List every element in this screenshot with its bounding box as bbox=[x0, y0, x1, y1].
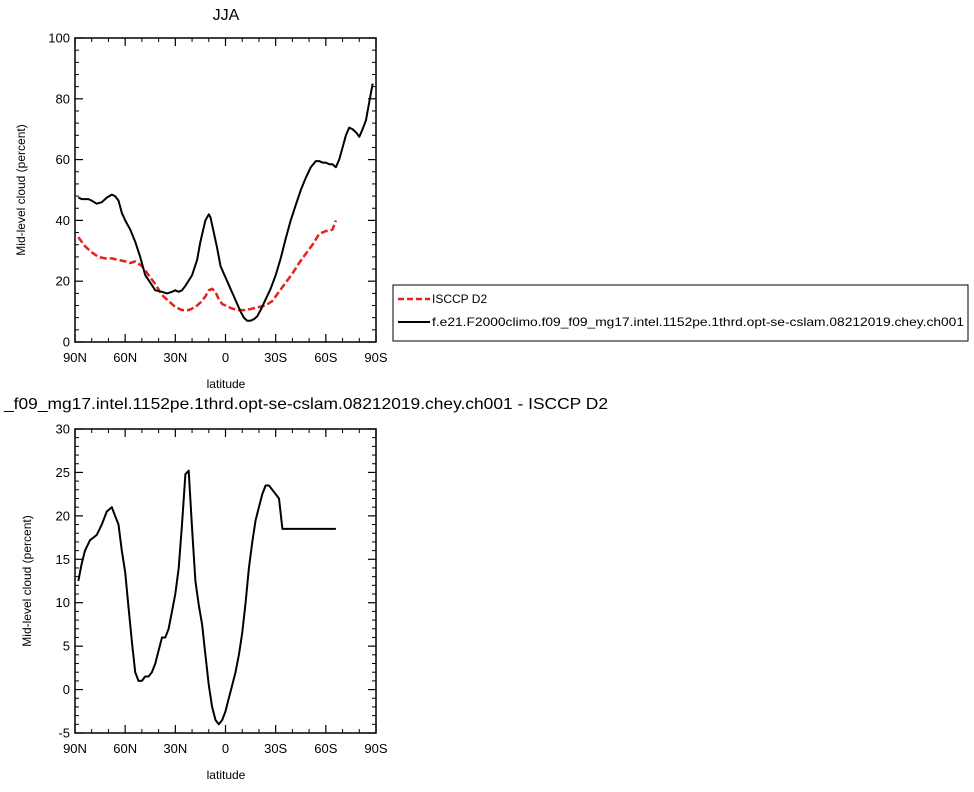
top-x-tick-labels: 90N 60N 30N 0 30S 60S 90S bbox=[63, 350, 388, 365]
bottom-y-tick-label: 25 bbox=[56, 465, 70, 480]
top-y-tick-label: 0 bbox=[63, 335, 70, 350]
bottom-y-tick-label: -5 bbox=[58, 726, 70, 741]
top-y-tick-label: 80 bbox=[56, 91, 70, 106]
bottom-x-tick-label: 60N bbox=[113, 741, 137, 756]
top-y-tick-label: 40 bbox=[56, 213, 70, 228]
top-plot-title: JJA bbox=[213, 7, 240, 24]
bottom-panel: _f09_mg17.intel.1152pe.1thrd.opt-se-csla… bbox=[3, 396, 608, 782]
bottom-y-axis-title: Mid-level cloud (percent) bbox=[20, 515, 34, 646]
top-x-tick-label: 90S bbox=[364, 350, 387, 365]
legend-label-model: f.e21.F2000climo.f09_f09_mg17.intel.1152… bbox=[432, 315, 964, 329]
bottom-x-tick-label: 30N bbox=[163, 741, 187, 756]
bottom-x-tick-label: 60S bbox=[314, 741, 337, 756]
top-x-tick-label: 60N bbox=[113, 350, 137, 365]
top-x-tick-label: 30N bbox=[163, 350, 187, 365]
top-axis-ticks bbox=[74, 37, 377, 343]
legend: ISCCP D2 f.e21.F2000climo.f09_f09_mg17.i… bbox=[392, 284, 969, 342]
top-y-tick-labels: 0 20 40 60 80 100 bbox=[48, 31, 70, 350]
bottom-y-tick-label: 15 bbox=[56, 552, 70, 567]
top-x-tick-label: 0 bbox=[222, 350, 229, 365]
bottom-x-axis-title: latitude bbox=[207, 768, 246, 782]
bottom-x-tick-labels: 90N 60N 30N 0 30S 60S 90S bbox=[63, 741, 388, 756]
bottom-plot-title: _f09_mg17.intel.1152pe.1thrd.opt-se-csla… bbox=[3, 396, 608, 413]
top-x-tick-label: 60S bbox=[314, 350, 337, 365]
bottom-y-tick-label: 5 bbox=[63, 639, 70, 654]
top-y-tick-label: 60 bbox=[56, 152, 70, 167]
top-series-line-1 bbox=[77, 83, 374, 322]
bottom-x-tick-label: 0 bbox=[222, 741, 229, 756]
top-x-tick-label: 30S bbox=[264, 350, 287, 365]
bottom-y-tick-label: 0 bbox=[63, 682, 70, 697]
bottom-y-tick-label: 20 bbox=[56, 508, 70, 523]
bottom-y-tick-labels: -5 0 5 10 15 20 25 30 bbox=[56, 422, 70, 741]
bottom-x-tick-label: 30S bbox=[264, 741, 287, 756]
top-plot-frame bbox=[74, 37, 377, 343]
legend-label-isccp: ISCCP D2 bbox=[432, 292, 487, 306]
bottom-x-tick-label: 90N bbox=[63, 741, 87, 756]
top-series-lines bbox=[77, 83, 374, 322]
bottom-axis-ticks bbox=[74, 428, 377, 734]
legend-box bbox=[392, 284, 969, 342]
bottom-series-line-0 bbox=[77, 469, 336, 726]
top-x-tick-label: 90N bbox=[63, 350, 87, 365]
top-series-line-0 bbox=[77, 219, 338, 312]
top-y-axis-title: Mid-level cloud (percent) bbox=[14, 124, 28, 255]
top-x-axis-title: latitude bbox=[207, 377, 246, 391]
bottom-y-tick-label: 30 bbox=[56, 422, 70, 437]
top-y-tick-label: 100 bbox=[48, 31, 70, 46]
bottom-y-tick-label: 10 bbox=[56, 595, 70, 610]
bottom-plot-frame bbox=[74, 428, 377, 734]
bottom-series-lines bbox=[77, 469, 336, 726]
top-y-tick-label: 20 bbox=[56, 274, 70, 289]
bottom-x-tick-label: 90S bbox=[364, 741, 387, 756]
top-panel: JJA 90N 60N 30N 0 30S 60S 90S 0 20 40 60 80 100 lat… bbox=[14, 7, 388, 391]
